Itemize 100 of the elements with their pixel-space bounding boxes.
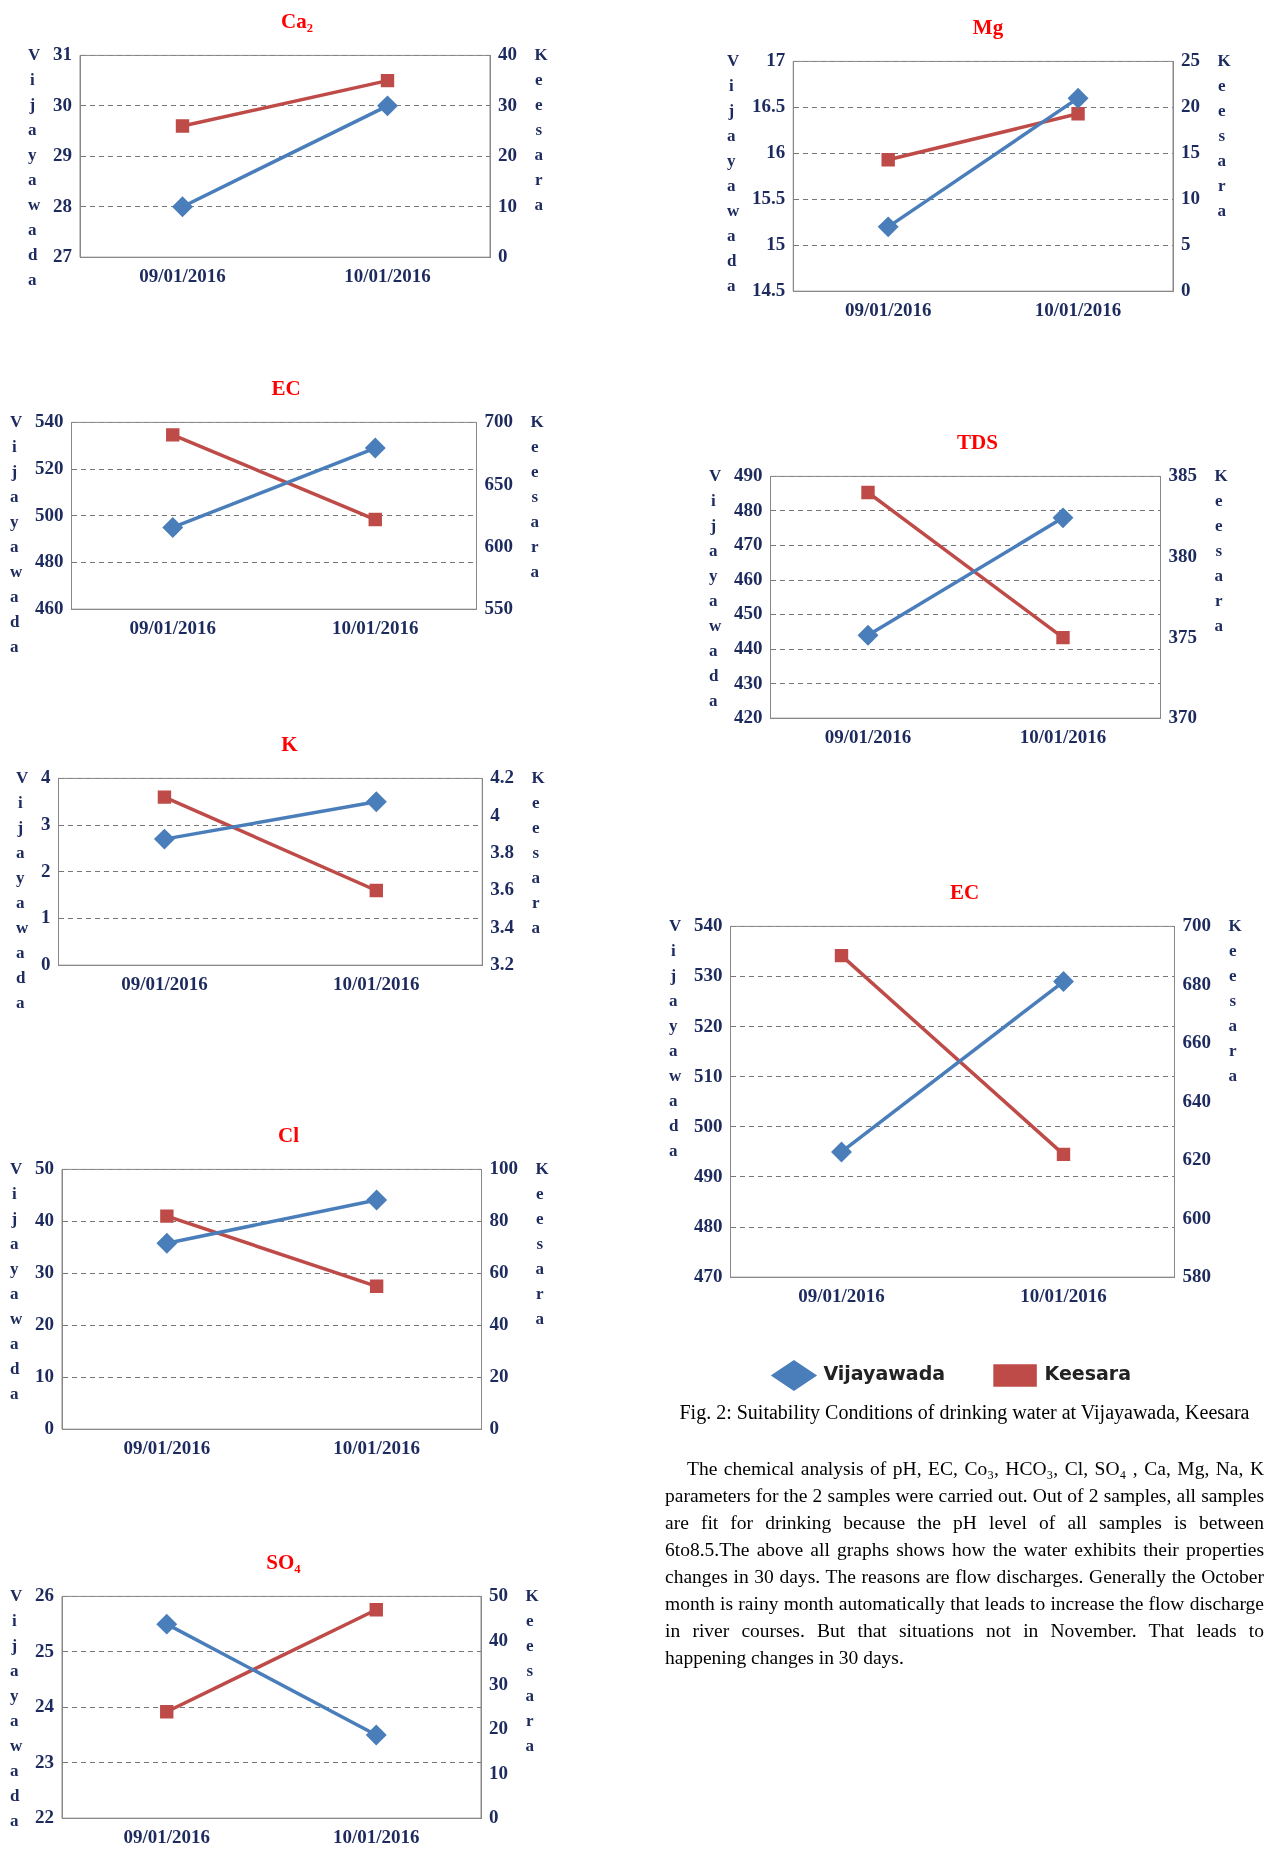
y2-axis-title: Keesara — [531, 767, 545, 939]
chart-title: EC — [948, 879, 981, 906]
y2-tick-label: 15 — [1180, 141, 1200, 163]
y-tick-label: 15.5 — [751, 187, 785, 209]
y2-tick-label: 600 — [484, 534, 513, 556]
y2-axis-title: Keesara — [1217, 50, 1231, 222]
legend-label: Keesara — [1044, 1362, 1131, 1385]
y-tick-label: 15 — [765, 233, 785, 255]
text: Vijayawada — [709, 466, 722, 710]
y2-tick-label: 20 — [497, 144, 517, 166]
y2-tick-label: 40 — [497, 43, 517, 65]
y-tick-label: 28 — [52, 194, 72, 216]
y-tick-label: 0 — [40, 953, 50, 975]
y-tick-label: 27 — [52, 245, 72, 267]
y2-tick-label: 4 — [489, 803, 500, 825]
y2-tick-label: 375 — [1168, 625, 1197, 647]
y2-tick-label: 80 — [489, 1209, 508, 1231]
y2-axis-title: Keesara — [534, 44, 548, 216]
y2-tick-label: 580 — [1182, 1265, 1211, 1287]
y2-tick-label: 640 — [1182, 1089, 1211, 1111]
y2-tick-label: 3.6 — [489, 878, 514, 900]
y-tick-label: 530 — [693, 964, 722, 986]
y-tick-label: 23 — [34, 1750, 54, 1772]
y2-tick-label: 30 — [488, 1673, 508, 1695]
y2-tick-label: 30 — [497, 93, 517, 115]
x-tick-label: 09/01/2016 — [122, 1825, 210, 1847]
chart-title: K — [280, 731, 299, 758]
chart-title: EC — [270, 375, 302, 402]
x-tick-label: 09/01/2016 — [138, 264, 226, 286]
y2-tick-label: 4.2 — [489, 766, 514, 788]
y2-tick-label: 20 — [488, 1717, 508, 1739]
y2-tick-label: 550 — [484, 597, 513, 619]
y-tick-label: 540 — [34, 410, 63, 432]
y-tick-label: 25 — [34, 1639, 54, 1661]
y2-tick-label: 660 — [1182, 1031, 1211, 1053]
y-tick-label: 30 — [52, 93, 72, 115]
x-tick-label: 09/01/2016 — [128, 616, 216, 638]
x-tick-label: 10/01/2016 — [332, 1436, 420, 1458]
y2-tick-label: 650 — [484, 472, 513, 494]
text: Vijayawada — [10, 1586, 23, 1830]
text: Vijayawada — [28, 45, 41, 289]
text: Vijayawada — [16, 768, 29, 1012]
y2-tick-label: 10 — [1180, 187, 1200, 209]
x-tick-label: 10/01/2016 — [331, 616, 419, 638]
y2-tick-label: 10 — [488, 1761, 508, 1783]
y2-tick-label: 370 — [1168, 706, 1197, 728]
y2-tick-label: 0 — [1180, 279, 1190, 301]
y2-tick-label: 620 — [1182, 1148, 1211, 1170]
text: The chemical analysis of pH, EC, Co₃, HCO₃, Cl, SO₄ , Ca, Mg, Na, K parameters for the 2 samples were carried out. Out of 2 samples, all samples are fit for drinking because the pH level of all samples is between 6to8.5.The above all graphs shows how the water exhibits their properties changes in 30 days. The reasons are flow discharges. Generally the October month is rainy month automatically that leads to increase the flow discharge in river courses. But that situations not in November. That leads to happening changes in 30 days. — [665, 1457, 1264, 1670]
y2-tick-label: 700 — [1182, 914, 1211, 936]
y2-axis-title: Keesara — [535, 1158, 549, 1330]
chart-title: Ca₂ — [280, 8, 314, 35]
y-tick-label: 450 — [733, 602, 762, 624]
x-tick-label: 09/01/2016 — [120, 972, 208, 994]
y-tick-label: 2 — [40, 859, 50, 881]
y-tick-label: 10 — [34, 1365, 54, 1387]
y-tick-label: 460 — [34, 597, 63, 619]
y2-tick-label: 680 — [1182, 972, 1211, 994]
y-tick-label: 22 — [34, 1806, 54, 1828]
y-tick-label: 500 — [34, 503, 63, 525]
chart-title: Mg — [971, 14, 1005, 41]
x-tick-label: 09/01/2016 — [797, 1284, 885, 1306]
y-tick-label: 16 — [765, 141, 785, 163]
x-tick-label: 09/01/2016 — [824, 725, 911, 747]
y-tick-label: 460 — [733, 567, 762, 589]
y2-tick-label: 40 — [489, 1313, 508, 1335]
y-tick-label: 31 — [52, 43, 72, 65]
x-tick-label: 09/01/2016 — [123, 1436, 210, 1458]
y-tick-label: 520 — [34, 457, 63, 479]
y2-tick-label: 25 — [1180, 49, 1200, 71]
y-tick-label: 29 — [52, 144, 72, 166]
y2-tick-label: 380 — [1168, 544, 1197, 566]
y-tick-label: 480 — [34, 550, 63, 572]
y-tick-label: 480 — [733, 498, 762, 520]
y-tick-label: 4 — [40, 766, 51, 788]
chart-title: TDS — [956, 429, 999, 456]
x-tick-label: 10/01/2016 — [343, 264, 431, 286]
y2-tick-label: 60 — [489, 1261, 508, 1283]
y2-tick-label: 0 — [497, 245, 507, 267]
y2-tick-label: 3.8 — [489, 841, 514, 863]
y-tick-label: 470 — [733, 533, 762, 555]
chart-title: Cl — [277, 1122, 300, 1149]
y2-axis-title: Keesara — [530, 411, 544, 583]
y-tick-label: 3 — [40, 813, 50, 835]
caption: Fig. 2: Suitability Conditions of drinking water at Vijayawada, Keesara — [678, 1400, 1251, 1425]
x-tick-label: 09/01/2016 — [844, 298, 931, 320]
y-tick-label: 17 — [765, 49, 786, 71]
y-tick-label: 420 — [733, 706, 762, 728]
y-tick-label: 490 — [733, 464, 762, 486]
y2-axis-title: Keesara — [525, 1585, 539, 1757]
x-tick-label: 10/01/2016 — [332, 972, 420, 994]
legend-label: Vijayawada — [822, 1362, 945, 1385]
y-tick-label: 540 — [693, 914, 722, 936]
y-tick-label: 520 — [693, 1014, 722, 1036]
y-tick-label: 480 — [693, 1214, 722, 1236]
y-tick-label: 510 — [693, 1064, 722, 1086]
y-tick-label: 490 — [693, 1164, 722, 1186]
y2-tick-label: 385 — [1168, 464, 1197, 486]
y-tick-label: 24 — [34, 1695, 54, 1717]
y2-tick-label: 600 — [1182, 1206, 1211, 1228]
